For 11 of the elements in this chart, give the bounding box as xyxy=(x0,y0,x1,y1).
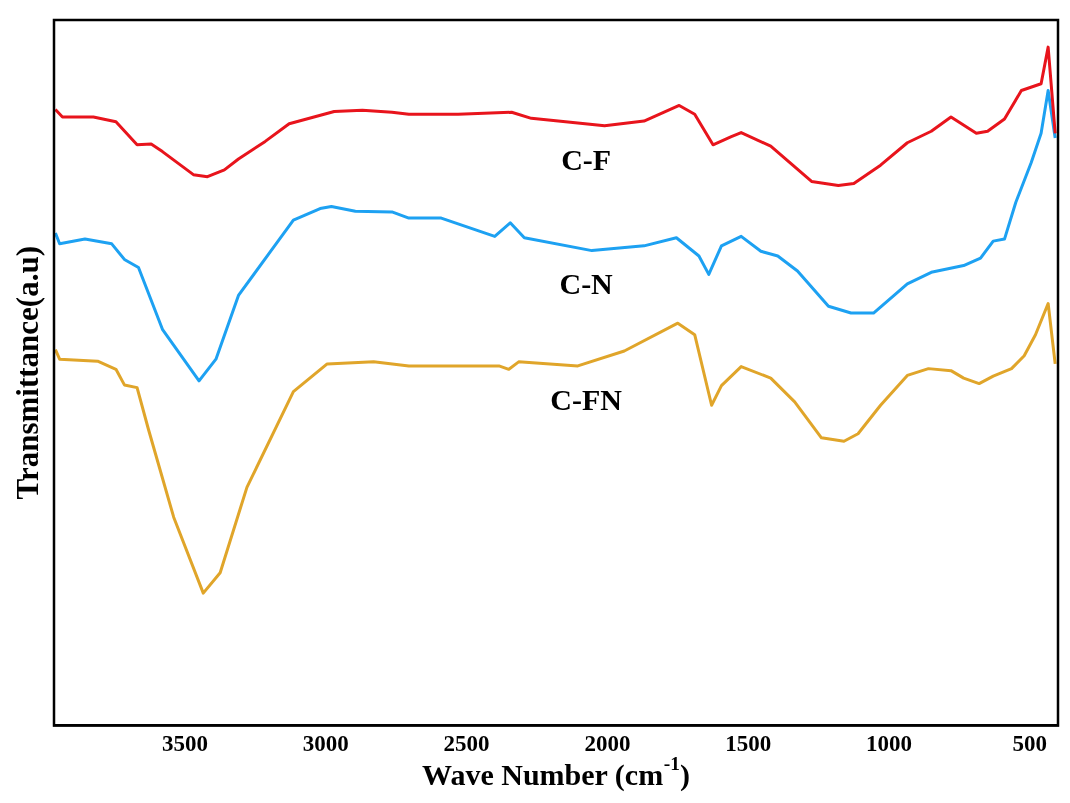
series-label: C-FN xyxy=(550,382,623,416)
series-label: C-F xyxy=(561,142,612,176)
y-axis-title: Transmittance(a.u) xyxy=(10,245,46,500)
x-tick-label: 1000 xyxy=(866,731,913,757)
x-tick-label: 1500 xyxy=(725,731,772,757)
x-tick-label: 500 xyxy=(1012,731,1048,757)
series-label: C-N xyxy=(559,267,614,301)
x-tick-label: 3000 xyxy=(302,731,349,757)
x-tick-label: 2500 xyxy=(443,731,490,757)
x-tick-label: 3500 xyxy=(161,731,208,757)
x-tick-label: 2000 xyxy=(584,731,631,757)
